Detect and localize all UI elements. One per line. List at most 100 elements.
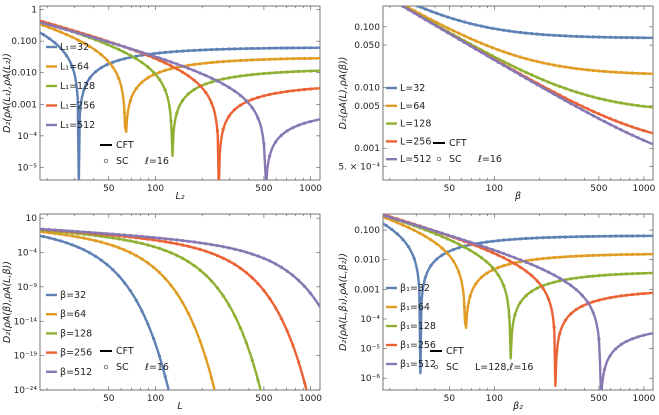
series-point [186,63,190,67]
series-point [181,301,185,305]
series-point [256,116,260,120]
series-point [227,59,231,63]
series-point [117,237,121,241]
series-point [152,54,156,58]
series-point [233,247,237,251]
series-point [518,237,523,241]
plot-frame [382,5,654,181]
series-point [93,70,98,74]
series-point [186,74,190,78]
series-point [256,46,260,51]
series-line [400,6,653,146]
series-line [400,6,653,135]
y-axis-label: D₂(ρA(L),ρA(β)) [338,57,349,130]
series-point [636,335,640,339]
series-point [586,275,590,279]
series-point [479,24,483,28]
series-point [396,2,399,5]
series-point [541,78,545,82]
series-point [181,64,185,68]
series-point [530,258,534,262]
series-point [518,30,523,35]
series-point [297,360,301,364]
series-point [204,356,208,360]
series-point [239,249,243,253]
series-point [597,234,601,238]
series-point [250,58,254,62]
series-point [122,281,127,285]
series-point [262,256,266,261]
series-point [602,69,607,73]
y-tick-label: 10⁻⁴ [17,132,37,142]
y-tick-label: 0.100 [11,37,37,47]
series-point [279,316,283,320]
series-point [608,116,612,121]
series-point [591,109,595,113]
series-point [169,283,173,288]
series-point [552,325,556,329]
series-point [412,256,416,261]
series-point [636,271,640,276]
panel-p2: 50 100 500 1000 0.100 0.050 0.010 0.005 0.001 5. … [338,2,656,202]
series-point [192,68,196,73]
series-point [384,214,388,218]
series-point [574,307,579,312]
series-point [580,275,584,279]
series-point [221,245,225,249]
series-point [602,273,607,277]
series-point [70,65,74,69]
series-point [614,35,618,40]
series-point [535,265,539,269]
series-point [198,241,202,245]
series-point [239,47,243,51]
series-point [608,253,612,257]
legend-label: L=512 [400,154,431,165]
series-point [434,257,439,261]
series-point [434,229,439,234]
series-point [99,231,103,235]
series-point [227,85,231,89]
series-point [117,47,121,52]
series-point [244,271,248,275]
series-point [569,34,573,38]
series-point [134,234,138,238]
series-point [210,101,214,105]
series-point [117,246,121,250]
series-point [395,232,400,236]
series-point [619,294,623,298]
series-point [76,245,80,249]
series-point [134,240,138,244]
series-point [429,9,433,13]
series-point [186,66,190,70]
series-point [446,15,450,19]
x-tick-label: 500 [255,394,272,404]
series-point [268,259,272,263]
legend-cft-label: CFT [449,138,467,149]
series-point [256,95,260,100]
series-point [140,234,144,239]
series-point [586,300,590,304]
legend-label: β=256 [60,348,92,359]
series-point [256,72,260,76]
series-point [41,234,45,239]
series-point [608,70,612,74]
x-tick-label: 100 [147,394,164,404]
series-point [496,48,500,52]
series-point [468,248,472,252]
series-point [210,60,214,65]
series-point [535,236,539,240]
series-point [608,234,612,238]
series-point [619,253,623,257]
series-point [291,57,295,61]
series-point [507,29,511,33]
series-point [175,67,179,71]
series-point [586,93,590,98]
series-point [490,239,495,243]
series-point [105,62,109,67]
series-point [440,231,444,235]
series-point [608,354,612,358]
series-point [268,296,272,301]
series-point [641,252,646,256]
series-point [546,89,551,93]
series-line [414,6,653,39]
